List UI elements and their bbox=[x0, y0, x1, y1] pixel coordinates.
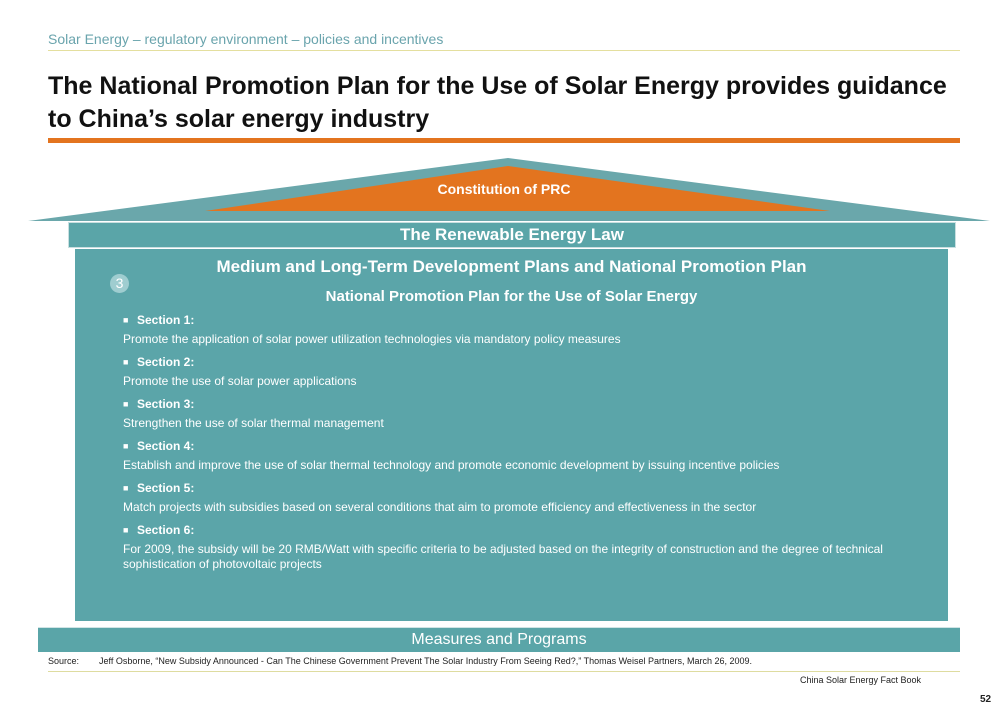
kicker-divider bbox=[48, 50, 960, 51]
square-bullet-icon: ■ bbox=[123, 399, 129, 409]
section-description: For 2009, the subsidy will be 20 RMB/Wat… bbox=[123, 542, 883, 571]
section-description: Strengthen the use of solar thermal mana… bbox=[123, 416, 384, 430]
section-heading: Section 1: bbox=[137, 313, 195, 327]
square-bullet-icon: ■ bbox=[123, 483, 129, 493]
section-description: Promote the application of solar power u… bbox=[123, 332, 621, 346]
panel-subtitle: National Promotion Plan for the Use of S… bbox=[325, 288, 698, 305]
section-description: Promote the use of solar power applicati… bbox=[123, 374, 357, 388]
square-bullet-icon: ■ bbox=[123, 315, 129, 325]
promotion-plan-panel: Medium and Long-Term Development Plans a… bbox=[75, 249, 948, 621]
measures-bar: Measures and Programs bbox=[38, 627, 960, 652]
square-bullet-icon: ■ bbox=[123, 357, 129, 367]
panel-title: Medium and Long-Term Development Plans a… bbox=[216, 257, 807, 276]
list-item: ■ Section 1: Promote the application of s… bbox=[123, 311, 913, 347]
page-title: The National Promotion Plan for the Use … bbox=[48, 72, 947, 133]
roof-inner bbox=[205, 166, 830, 211]
roof-graphic bbox=[28, 158, 990, 221]
book-title: China Solar Energy Fact Book bbox=[800, 675, 922, 685]
section-list: ■ Section 1: Promote the application of s… bbox=[123, 311, 913, 578]
page-number: 52 bbox=[980, 694, 992, 705]
list-item: ■ Section 3: Strengthen the use of solar … bbox=[123, 395, 913, 431]
list-item: ■ Section 5: Match projects with subsidie… bbox=[123, 479, 913, 515]
renewable-energy-law-bar: The Renewable Energy Law bbox=[68, 222, 956, 248]
measures-label: Measures and Programs bbox=[411, 631, 587, 648]
list-item: ■ Section 6: For 2009, the subsidy will b… bbox=[123, 521, 913, 572]
source-note: Source: Jeff Osborne, “New Subsidy Announ… bbox=[48, 656, 752, 666]
list-item: ■ Section 2: Promote the use of solar pow… bbox=[123, 353, 913, 389]
constitution-label: Constitution of PRC bbox=[437, 181, 571, 197]
section-heading: Section 6: bbox=[137, 523, 195, 537]
section-description: Match projects with subsidies based on s… bbox=[123, 500, 757, 514]
section-heading: Section 2: bbox=[137, 355, 195, 369]
section-heading: Section 3: bbox=[137, 397, 195, 411]
source-label: Source: bbox=[48, 656, 80, 666]
section-kicker: Solar Energy – regulatory environment – … bbox=[48, 31, 444, 47]
square-bullet-icon: ■ bbox=[123, 525, 129, 535]
section-description: Establish and improve the use of solar t… bbox=[123, 458, 780, 472]
list-item: ■ Section 4: Establish and improve the us… bbox=[123, 437, 913, 473]
title-underline bbox=[48, 138, 960, 143]
step-badge: 3 bbox=[110, 274, 129, 293]
section-heading: Section 4: bbox=[137, 439, 195, 453]
section-heading: Section 5: bbox=[137, 481, 195, 495]
source-text: Jeff Osborne, “New Subsidy Announced - C… bbox=[99, 656, 752, 666]
square-bullet-icon: ■ bbox=[123, 441, 129, 451]
footer-divider bbox=[48, 671, 960, 672]
renewable-energy-law-label: The Renewable Energy Law bbox=[400, 225, 624, 244]
